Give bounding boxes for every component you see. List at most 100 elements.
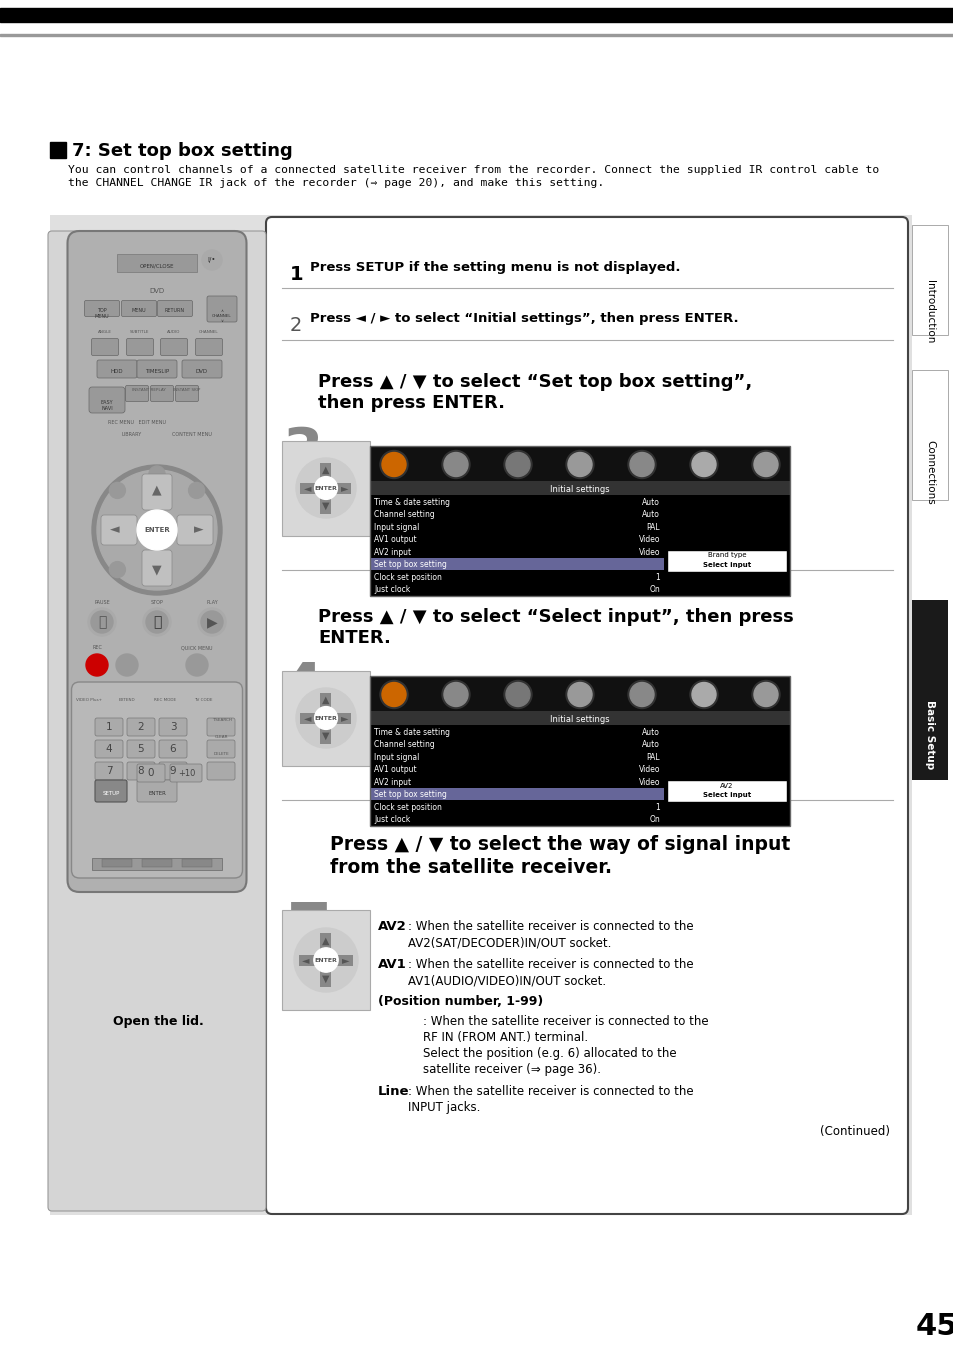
Bar [911,370,947,500]
Circle shape [627,680,656,709]
Circle shape [441,451,470,478]
Circle shape [629,683,654,706]
Circle shape [689,680,718,709]
Bar [320,933,331,987]
Text: OPEN/CLOSE: OPEN/CLOSE [139,263,174,269]
Text: +10: +10 [178,768,195,778]
Bar [370,570,663,582]
Bar [50,142,66,158]
Text: 2: 2 [137,722,144,732]
FancyBboxPatch shape [68,231,246,892]
Text: QUICK MENU: QUICK MENU [181,645,213,649]
Text: Auto: Auto [641,728,659,737]
Circle shape [627,451,656,478]
Text: ENTER: ENTER [148,791,166,796]
Text: 2: 2 [290,316,302,335]
Circle shape [441,680,470,709]
Text: On: On [649,815,659,825]
Circle shape [116,653,138,676]
Circle shape [689,451,718,478]
Bar [666,779,786,802]
Circle shape [198,608,226,636]
Bar [370,508,663,520]
FancyBboxPatch shape [195,339,222,355]
Text: ◄: ◄ [303,713,311,724]
Circle shape [565,451,594,478]
Text: DELETE: DELETE [213,752,230,756]
Text: 5: 5 [282,900,335,973]
Text: Video: Video [638,548,659,556]
Text: Clock set position: Clock set position [374,803,441,811]
Circle shape [314,948,337,972]
FancyBboxPatch shape [182,360,222,378]
Bar [370,763,663,775]
Circle shape [189,482,204,498]
Circle shape [314,706,337,729]
FancyBboxPatch shape [207,296,236,323]
Text: 4: 4 [282,660,322,717]
FancyBboxPatch shape [85,301,119,316]
Bar [282,910,370,1010]
Text: Line: Line [377,1085,409,1098]
Text: Brand type: Brand type [707,552,745,559]
FancyBboxPatch shape [97,360,137,378]
Bar [91,859,222,869]
Circle shape [503,680,532,709]
Text: 0: 0 [148,768,154,778]
Text: ▲: ▲ [322,695,330,705]
Text: : When the satellite receiver is connected to the: : When the satellite receiver is connect… [408,1085,693,1098]
Text: : When the satellite receiver is connected to the: : When the satellite receiver is connect… [408,958,693,971]
Text: HDD: HDD [111,369,123,374]
Circle shape [143,608,171,636]
Text: REC: REC [92,645,102,649]
Bar [370,676,789,826]
Text: Auto: Auto [641,740,659,749]
Text: ⏸: ⏸ [98,616,106,629]
Text: VIDEO Plus+: VIDEO Plus+ [76,698,102,702]
Text: REC MODE: REC MODE [153,698,176,702]
Text: Channel setting: Channel setting [374,740,435,749]
Text: 45: 45 [915,1312,953,1341]
Text: Press ▲ / ▼ to select “Select input”, then press: Press ▲ / ▼ to select “Select input”, th… [317,608,793,626]
Circle shape [88,608,116,636]
Text: ▼: ▼ [152,563,162,576]
Text: STOP: STOP [151,599,163,605]
Bar [0,8,953,22]
Text: TV CODE: TV CODE [193,698,212,702]
Text: RF IN (FROM ANT.) terminal.: RF IN (FROM ANT.) terminal. [422,1031,587,1044]
FancyBboxPatch shape [159,718,187,736]
Text: Press ◄ / ► to select “Initial settings”, then press ENTER.: Press ◄ / ► to select “Initial settings”… [310,312,738,325]
Text: Press ▲ / ▼ to select “Set top box setting”,: Press ▲ / ▼ to select “Set top box setti… [317,373,752,391]
Bar [370,801,663,813]
Text: LIBRARY: LIBRARY [122,432,142,437]
Circle shape [567,683,592,706]
Bar [370,481,789,595]
Bar [320,463,331,513]
Text: ENTER: ENTER [314,957,337,963]
Circle shape [97,470,216,590]
Text: Input signal: Input signal [374,753,419,761]
Bar [370,787,663,801]
Text: REC MENU   EDIT MENU: REC MENU EDIT MENU [108,420,166,425]
Circle shape [110,562,125,578]
Circle shape [91,612,112,633]
Text: Select input: Select input [702,562,750,567]
Text: 1: 1 [655,803,659,811]
Text: Set top box setting: Set top box setting [374,560,446,570]
Bar [182,859,212,867]
Text: ▲: ▲ [322,936,330,946]
FancyBboxPatch shape [95,718,123,736]
Bar [370,545,663,558]
Text: SUBTITLE: SUBTITLE [131,329,150,333]
Text: Just clock: Just clock [374,586,410,594]
Text: ►: ► [342,954,349,965]
Text: 1: 1 [290,265,303,284]
Circle shape [91,464,222,595]
FancyBboxPatch shape [127,740,154,757]
Text: AV1 output: AV1 output [374,535,416,544]
Text: You can control channels of a connected satellite receiver from the recorder. Co: You can control channels of a connected … [68,165,879,176]
Text: ►: ► [340,483,348,493]
Text: Channel setting: Channel setting [374,510,435,520]
Bar [370,775,663,787]
Bar [370,711,789,826]
